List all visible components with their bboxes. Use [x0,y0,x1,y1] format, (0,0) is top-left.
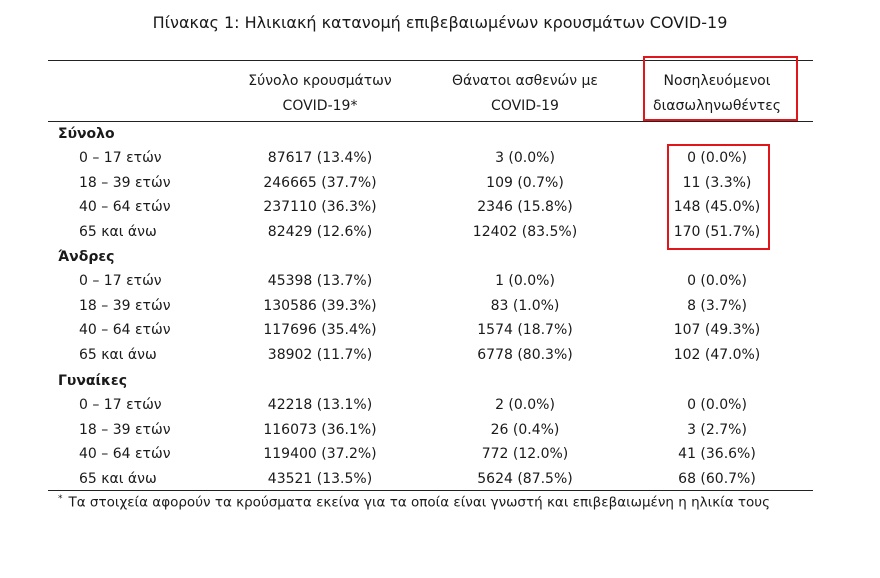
age-cell: 65 και άνω [79,346,157,363]
age-cell: 65 και άνω [79,470,157,487]
cases-cell: 130586 (39.3%) [263,297,377,314]
cases-cell: 87617 (13.4%) [267,150,373,166]
footnote: * Τα στοιχεία αφορούν τα κρούσματα εκείνα… [58,494,770,511]
deaths-cell: 6778 (80.3%) [477,346,573,363]
table-row: 0 – 17 ετών 45398 (13.7%) 1 (0.0%) 0 (0.0%) [0,269,880,293]
table-row: 65 και άνω 38902 (11.7%) 6778 (80.3%) 102 (… [0,343,880,367]
column-header-line: COVID-19 [491,98,559,114]
cases-cell: 246665 (37.7%) [263,174,377,191]
deaths-cell: 1 (0.0%) [495,273,555,289]
group-label: Άνδρες [58,249,115,265]
cases-cell: 42218 (13.1%) [267,397,373,413]
intubated-cell: 107 (49.3%) [673,322,761,338]
intubated-cell: 170 (51.7%) [673,223,761,240]
age-cell: 40 – 64 ετών [79,446,171,462]
intubated-cell: 3 (2.7%) [687,421,747,438]
intubated-cell: 68 (60.7%) [678,470,756,487]
deaths-cell: 3 (0.0%) [495,150,555,166]
header-rule [48,121,813,122]
cases-cell: 38902 (11.7%) [267,346,373,363]
deaths-cell: 772 (12.0%) [481,446,569,462]
age-cell: 0 – 17 ετών [79,397,162,413]
table-row: 18 – 39 ετών 116073 (36.1%) 26 (0.4%) 3 (2.… [0,418,880,442]
deaths-cell: 5624 (87.5%) [477,470,573,487]
table-row: 18 – 39 ετών 130586 (39.3%) 83 (1.0%) 8 (3.… [0,294,880,318]
table-row: 65 και άνω 43521 (13.5%) 5624 (87.5%) 68 (6… [0,467,880,491]
table-row: 0 – 17 ετών 87617 (13.4%) 3 (0.0%) 0 (0.0%) [0,146,880,170]
intubated-cell: 0 (0.0%) [687,150,747,166]
intubated-cell: 0 (0.0%) [687,397,747,413]
highlight-box-intubated-header [643,56,798,121]
cases-cell: 116073 (36.1%) [263,421,377,438]
column-header-line: Νοσηλευόμενοι [663,73,771,89]
group-label: Γυναίκες [58,373,128,389]
intubated-cell: 8 (3.7%) [687,297,747,314]
group-label: Σύνολο [58,126,115,142]
column-header-total-cases: Σύνολο κρουσμάτων COVID-19* [225,69,415,119]
age-cell: 65 και άνω [79,223,157,240]
deaths-cell: 26 (0.4%) [490,421,560,438]
highlight-box-total-intubated [667,144,770,250]
column-header-deaths: Θάνατοι ασθενών με COVID-19 [430,69,620,119]
top-rule [48,60,813,61]
age-cell: 40 – 64 ετών [79,322,171,338]
cases-cell: 43521 (13.5%) [267,470,373,487]
footnote-marker: * [58,494,63,504]
intubated-cell: 41 (36.6%) [678,446,756,462]
deaths-cell: 2346 (15.8%) [477,199,573,215]
cases-cell: 119400 (37.2%) [263,446,377,462]
cases-cell: 117696 (35.4%) [263,322,377,338]
cases-cell: 45398 (13.7%) [267,273,373,289]
age-cell: 40 – 64 ετών [79,199,171,215]
age-cell: 18 – 39 ετών [79,174,171,191]
deaths-cell: 2 (0.0%) [495,397,555,413]
age-cell: 0 – 17 ετών [79,273,162,289]
column-header-line: Σύνολο κρουσμάτων [248,73,392,89]
age-cell: 18 – 39 ετών [79,297,171,314]
column-header-intubated: Νοσηλευόμενοι διασωληνωθέντες [622,69,812,119]
cases-cell: 82429 (12.6%) [267,223,373,240]
table-row: 40 – 64 ετών 117696 (35.4%) 1574 (18.7%) 10… [0,318,880,342]
table-row: 65 και άνω 82429 (12.6%) 12402 (83.5%) 170 … [0,220,880,244]
deaths-cell: 1574 (18.7%) [477,322,573,338]
column-header-line: Θάνατοι ασθενών με [451,73,598,89]
intubated-cell: 102 (47.0%) [673,346,761,363]
deaths-cell: 83 (1.0%) [490,297,560,314]
table-row: 40 – 64 ετών 119400 (37.2%) 772 (12.0%) 41 … [0,442,880,466]
deaths-cell: 109 (0.7%) [486,174,564,191]
age-cell: 0 – 17 ετών [79,150,162,166]
intubated-cell: 148 (45.0%) [673,199,761,215]
intubated-cell: 0 (0.0%) [687,273,747,289]
footnote-text: Τα στοιχεία αφορούν τα κρούσματα εκείνα … [68,494,771,511]
column-header-line: COVID-19* [282,98,358,114]
table-title: Πίνακας 1: Ηλικιακή κατανομή επιβεβαιωμέ… [152,13,728,32]
age-cell: 18 – 39 ετών [79,421,171,438]
column-header-line: διασωληνωθέντες [653,98,781,114]
table-row: 18 – 39 ετών 246665 (37.7%) 109 (0.7%) 11 (… [0,171,880,195]
bottom-rule [48,490,813,491]
table-row: 40 – 64 ετών 237110 (36.3%) 2346 (15.8%) 14… [0,195,880,219]
cases-cell: 237110 (36.3%) [263,199,377,215]
table-row: 0 – 17 ετών 42218 (13.1%) 2 (0.0%) 0 (0.0%) [0,393,880,417]
intubated-cell: 11 (3.3%) [682,174,752,191]
deaths-cell: 12402 (83.5%) [472,223,578,240]
